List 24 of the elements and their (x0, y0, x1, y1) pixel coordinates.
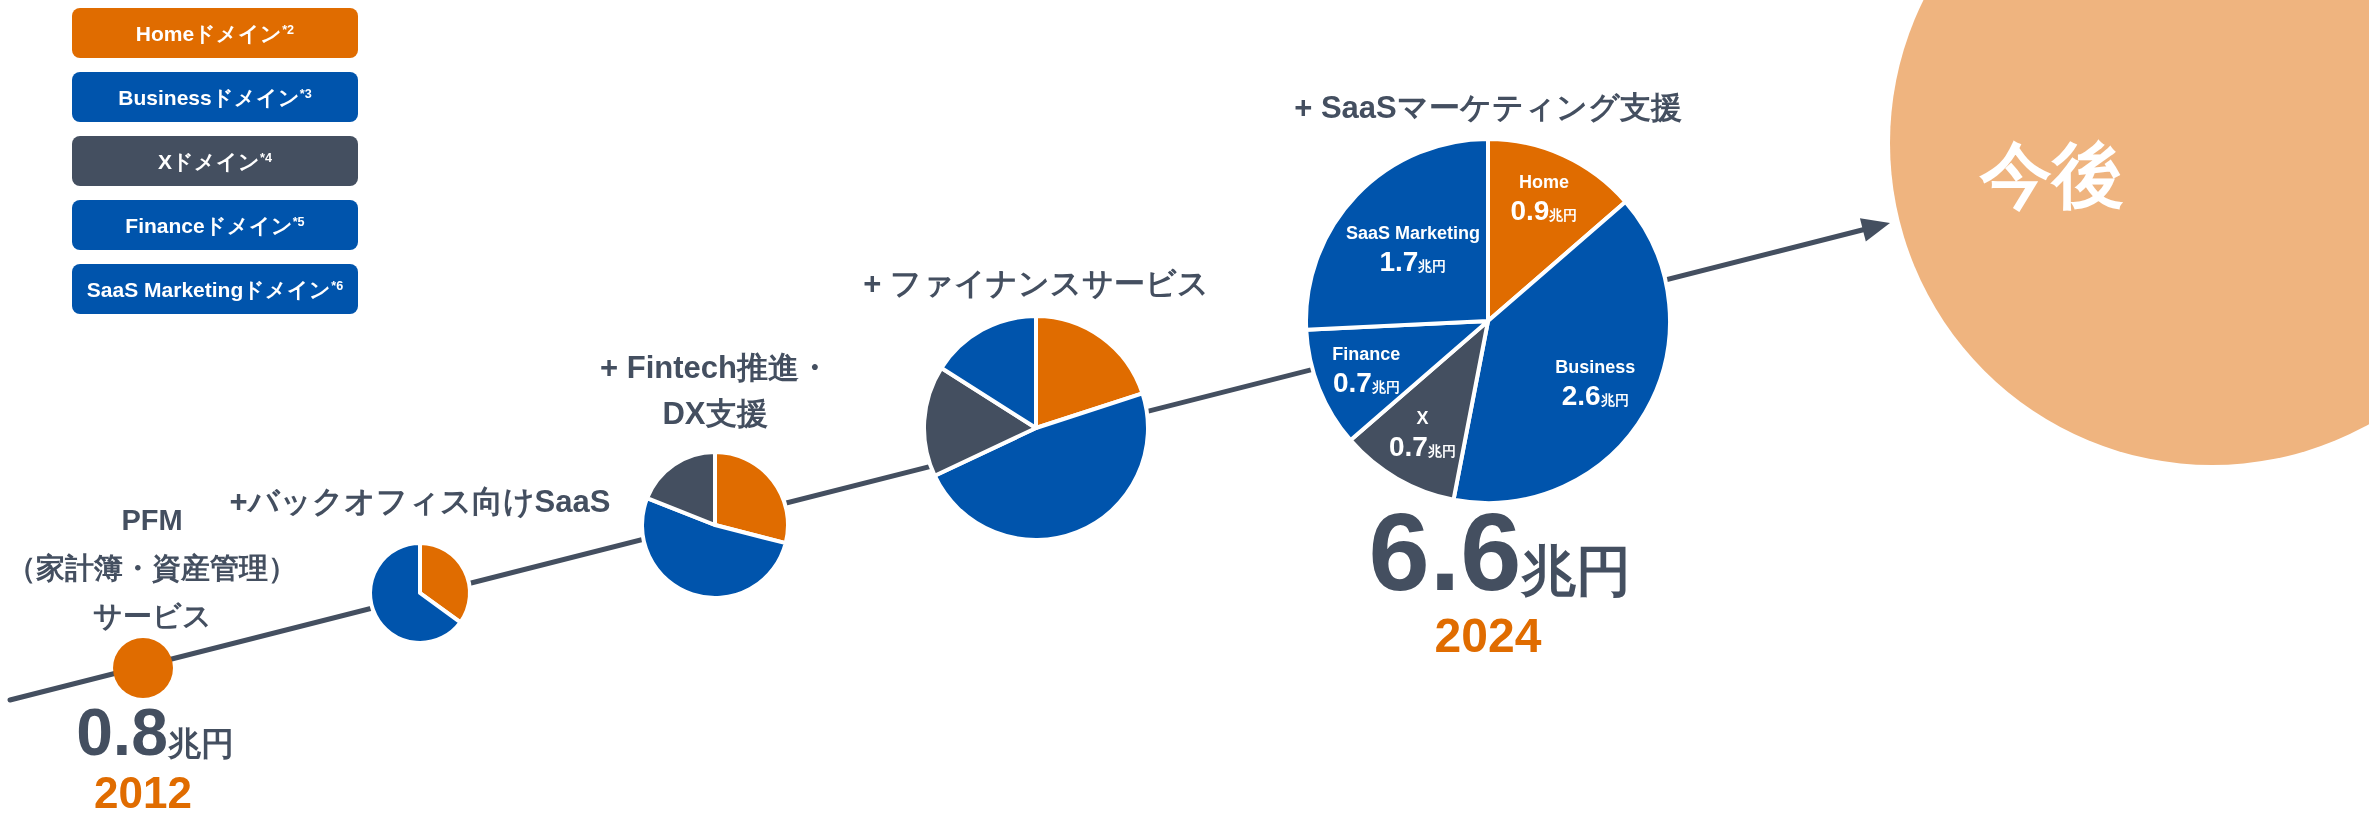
chart-title: PFM (121, 504, 183, 536)
chart-title: +バックオフィス向けSaaS (229, 484, 611, 519)
data-label: 0.7兆円 (1389, 431, 1456, 463)
chart-title: + ファイナンスサービス (863, 266, 1209, 301)
category-label: Financeドメイン$^{*5}$ (125, 214, 305, 237)
category-label: SaaS Marketingドメイン$^{*6}$ (86, 278, 344, 301)
slice-label: Finance (1332, 343, 1401, 364)
data-label: 0.9兆円 (1510, 195, 1578, 227)
chart-subtitle: （家計簿・資産管理）サービス (7, 552, 297, 632)
slice-label: Business (1555, 356, 1636, 377)
data-label: 0.7兆円 (1332, 366, 1400, 398)
slice-label: X (1416, 408, 1429, 429)
chart-title: + SaaSマーケティング支援 (1294, 90, 1682, 125)
text: 0.8兆円 (76, 695, 234, 769)
data-label: 2.6兆円 (1561, 379, 1629, 411)
text: 2012 (94, 768, 192, 817)
text: 今後 (1979, 135, 2124, 215)
data-label: 1.7兆円 (1379, 246, 1447, 278)
slice-label: Home (1518, 172, 1569, 193)
chart-title: + Fintech推進・DX支援 (600, 350, 830, 431)
category-label: Xドメイン$^{*4}$ (158, 150, 272, 173)
slice-label: SaaS Marketing (1345, 223, 1480, 244)
category-label: Businessドメイン$^{*3}$ (118, 86, 312, 109)
category-label: Homeドメイン$^{*2}$ (135, 22, 295, 45)
